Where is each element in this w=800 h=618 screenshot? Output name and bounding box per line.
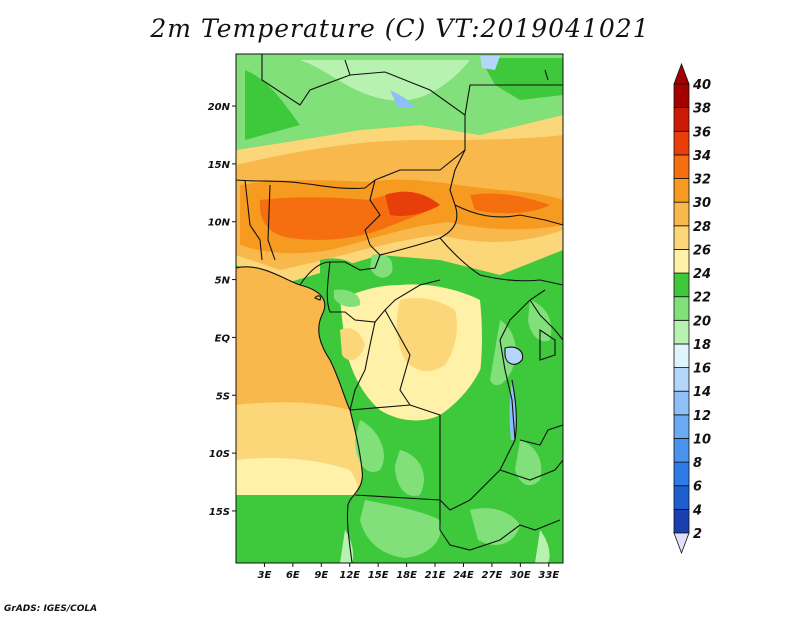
lon-tick-label: 27E — [482, 570, 503, 581]
colorbar-label: 22 — [693, 291, 711, 306]
colorbar-swatch — [673, 296, 690, 321]
colorbar-swatch — [673, 154, 690, 179]
colorbar-swatch — [673, 508, 690, 534]
lat-tick-label: 15N — [208, 160, 231, 171]
colorbar-label: 16 — [693, 362, 711, 377]
lon-tick-label: 9E — [314, 570, 328, 581]
lon-tick-label: 12E — [339, 570, 360, 581]
colorbar-under-triangle — [673, 532, 690, 555]
colorbar-swatch — [673, 367, 690, 392]
colorbar-label: 10 — [693, 432, 711, 447]
colorbar-swatch — [673, 130, 690, 156]
colorbar-label: 26 — [693, 243, 711, 258]
colorbar-swatch — [673, 343, 690, 368]
colorbar-swatch — [673, 83, 690, 109]
colorbar-label: 12 — [693, 409, 711, 424]
lat-tick-label: 10S — [209, 449, 230, 460]
lat-tick-label: 5N — [215, 276, 231, 287]
colorbar-label: 36 — [693, 125, 711, 140]
lon-tick-label: 18E — [396, 570, 417, 581]
lon-tick-label: 3E — [258, 570, 272, 581]
lat-tick-label: 10N — [208, 218, 231, 229]
chart-title: 2m Temperature (C) VT:2019041021 — [150, 14, 650, 43]
lat-tick-label: 15S — [209, 507, 230, 518]
colorbar-label: 38 — [693, 102, 711, 117]
colorbar-swatch — [673, 272, 690, 298]
colorbar-swatch — [673, 201, 690, 227]
colorbar-label: 32 — [693, 173, 711, 188]
colorbar-label: 6 — [693, 480, 702, 495]
lat-tick-label: 5S — [216, 391, 230, 402]
lon-tick-label: 21E — [425, 570, 446, 581]
colorbar-label: 28 — [693, 220, 711, 235]
lon-tick-label: 15E — [368, 570, 389, 581]
colorbar-label: 4 — [692, 503, 702, 518]
colorbar-swatch — [673, 178, 690, 203]
colorbar-label: 30 — [693, 196, 711, 211]
colorbar-label: 2 — [693, 527, 702, 542]
lon-tick-label: 6E — [286, 570, 300, 581]
colorbar-swatch — [673, 485, 690, 510]
country-borders — [235, 54, 564, 564]
map-frame — [235, 53, 564, 564]
colorbar-swatch — [673, 438, 690, 463]
colorbar-label: 34 — [693, 149, 711, 164]
colorbar-label: 14 — [693, 385, 711, 400]
longitude-axis: 3E 6E 9E 12E 15E 18E 21E 24E 27E 30E 33E — [258, 563, 559, 581]
lon-tick-label: 24E — [453, 570, 474, 581]
colorbar-swatch — [673, 249, 690, 274]
lon-tick-label: 33E — [538, 570, 559, 581]
colorbar-label: 40 — [692, 78, 711, 93]
colorbar-swatch — [673, 319, 690, 345]
colorbar-label: 24 — [693, 267, 711, 282]
colorbar-swatch — [673, 461, 690, 487]
colorbar-swatch — [673, 225, 690, 250]
colorbar-label: 8 — [693, 456, 702, 471]
lat-tick-label: EQ — [215, 333, 231, 344]
lat-tick-label: 20N — [208, 102, 231, 113]
grads-credit: GrADS: IGES/COLA — [4, 604, 98, 614]
colorbar-label: 20 — [693, 314, 711, 329]
colorbar-label: 18 — [693, 338, 711, 353]
latitude-axis: 20N 15N 10N 5N EQ 5S 10S 15S — [208, 102, 236, 518]
temperature-field — [236, 54, 563, 563]
colorbar-swatch — [673, 390, 690, 416]
lon-tick-label: 30E — [510, 570, 531, 581]
colorbar-swatch — [673, 107, 690, 132]
colorbar-over-triangle — [673, 62, 690, 85]
colorbar-swatch — [673, 414, 690, 439]
